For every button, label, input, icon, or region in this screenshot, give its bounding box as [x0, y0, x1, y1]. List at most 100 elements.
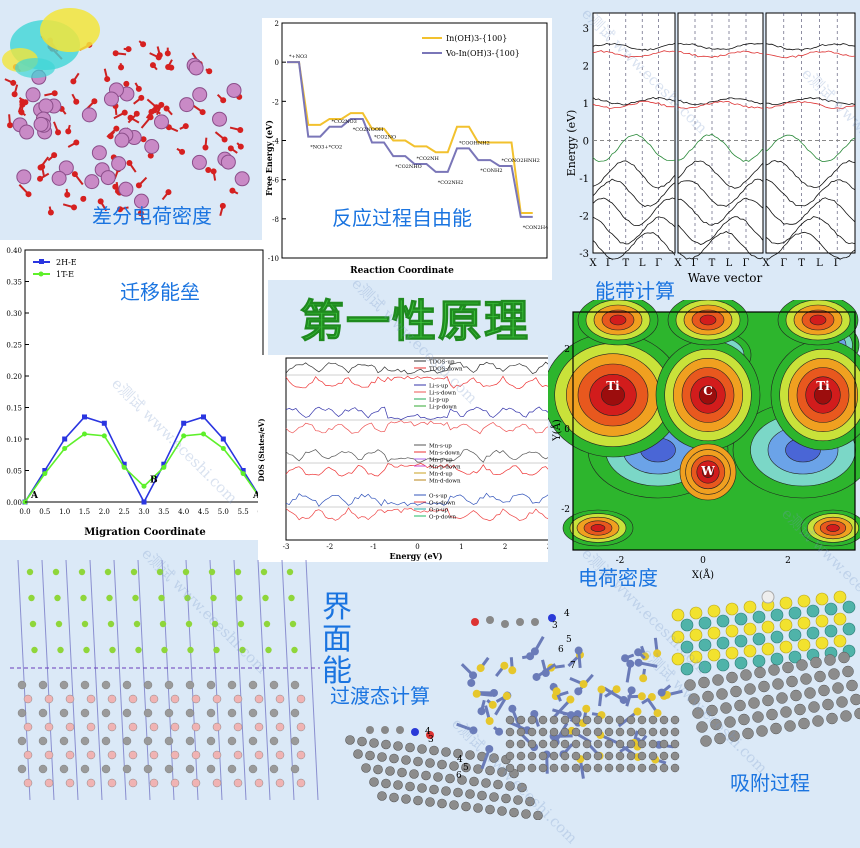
mig-point-label: B: [150, 475, 158, 485]
sulfur-atom: [780, 619, 792, 631]
interface-atom-top: [134, 621, 140, 627]
interface-atom-bottom: [45, 779, 53, 787]
interface-atom-bottom: [45, 695, 53, 703]
carbon-atom: [649, 728, 657, 736]
carbon-atom: [697, 722, 708, 733]
carbon-atom: [767, 709, 778, 720]
interface-atom-bottom: [270, 681, 278, 689]
oxygen-atom: [134, 111, 140, 117]
carbon-atom: [561, 728, 569, 736]
interface-atom-bottom: [291, 709, 299, 717]
transition-label: 过渡态计算: [330, 680, 430, 709]
mig-point: [102, 433, 107, 438]
indium-atom: [17, 170, 31, 184]
interface-atom-top: [82, 621, 88, 627]
interface-atom-bottom: [108, 695, 116, 703]
interface-atom-bottom: [45, 723, 53, 731]
interface-atom-bottom: [102, 709, 110, 717]
carbon-atom: [660, 728, 668, 736]
indium-atom: [145, 139, 159, 153]
interface-atom-bottom: [186, 765, 194, 773]
fe-ytick-label: -6: [272, 177, 279, 185]
carbon-atom: [707, 705, 718, 716]
carbon-atom: [616, 740, 624, 748]
carbon-atom: [438, 799, 447, 808]
carbon-atom: [454, 788, 463, 797]
dos-curve: [286, 407, 549, 420]
metal-atom: [753, 611, 765, 623]
indium-atom: [34, 117, 48, 131]
carbon-atom: [539, 764, 547, 772]
metal-atom: [843, 623, 855, 635]
carbon-atom: [410, 770, 419, 779]
oxygen-atom: [113, 126, 119, 132]
sulfur-atom: [708, 605, 720, 617]
cluster-atom: [639, 674, 647, 682]
interface-atom-top: [132, 595, 138, 601]
carbon-atom: [506, 716, 514, 724]
oxygen-atom: [48, 209, 54, 215]
band-kpoint-label: Γ: [743, 258, 750, 269]
band-kpoint-label: Γ: [834, 258, 841, 269]
mig-point: [142, 484, 147, 489]
carbon-atom: [649, 752, 657, 760]
oxygen-atom: [123, 81, 129, 87]
cluster-atom: [533, 673, 541, 681]
metal-atom: [771, 631, 783, 643]
mig-xtick-label: 5.5: [238, 508, 249, 516]
interface-atom-bottom: [207, 709, 215, 717]
sulfur-atom: [780, 641, 792, 653]
interface-atom-bottom: [192, 779, 200, 787]
interface-atom-bottom: [123, 765, 131, 773]
carbon-atom: [528, 764, 536, 772]
carbon-atom: [402, 795, 411, 804]
interface-atom-bottom: [81, 765, 89, 773]
metal-atom: [825, 603, 837, 615]
carbon-atom: [354, 750, 363, 759]
metal-atom: [717, 615, 729, 627]
carbon-atom: [801, 674, 812, 685]
dos-legend-label: Mn-s-up: [429, 444, 452, 450]
fe-step-label: *CO2NOOH: [353, 127, 384, 133]
interface-atom-bottom: [18, 737, 26, 745]
mig-ytick-label: 0.20: [6, 373, 22, 381]
carbon-atom: [498, 768, 507, 777]
interface-atom-bottom: [123, 737, 131, 745]
cluster-atom: [469, 671, 477, 679]
carbon-atom: [414, 757, 423, 766]
carbon-atom: [506, 740, 514, 748]
mig-xtick-label: 2.0: [99, 508, 110, 516]
interface-atom-bottom: [207, 681, 215, 689]
atom-index-label: 3: [552, 621, 558, 631]
mig-legend-b: 1T-E: [56, 270, 74, 279]
mig-ytick-label: 0.35: [6, 279, 22, 287]
indium-atom: [180, 98, 194, 112]
oxygen-atom: [7, 122, 13, 128]
carbon-atom: [583, 764, 591, 772]
carbon-atom: [741, 670, 752, 681]
dos-xtick-label: 1: [459, 543, 463, 551]
fe-step-label: *CO2NHO: [395, 164, 421, 170]
mig-point: [161, 465, 166, 470]
oxygen-atom: [12, 91, 18, 97]
band-ytick-label: 1: [583, 99, 589, 110]
interface-atom-top: [209, 569, 215, 575]
cluster-atom: [508, 705, 516, 713]
dos-curve: [286, 463, 549, 476]
interface-atom-bottom: [150, 695, 158, 703]
carbon-atom: [841, 711, 852, 722]
cluster-atom: [566, 696, 574, 704]
indium-atom: [85, 175, 99, 189]
oxygen-atom: [222, 136, 228, 142]
molecule-atom: [366, 726, 374, 734]
indium-atom: [189, 61, 203, 75]
atom-index-label: 6: [456, 771, 462, 781]
oxygen-atom: [211, 168, 217, 174]
free-energy-label: 反应过程自由能: [332, 202, 472, 231]
metal-atom: [789, 607, 801, 619]
interface-atom-bottom: [291, 681, 299, 689]
interface-atom-top: [213, 647, 219, 653]
sulfur-atom: [672, 653, 684, 665]
